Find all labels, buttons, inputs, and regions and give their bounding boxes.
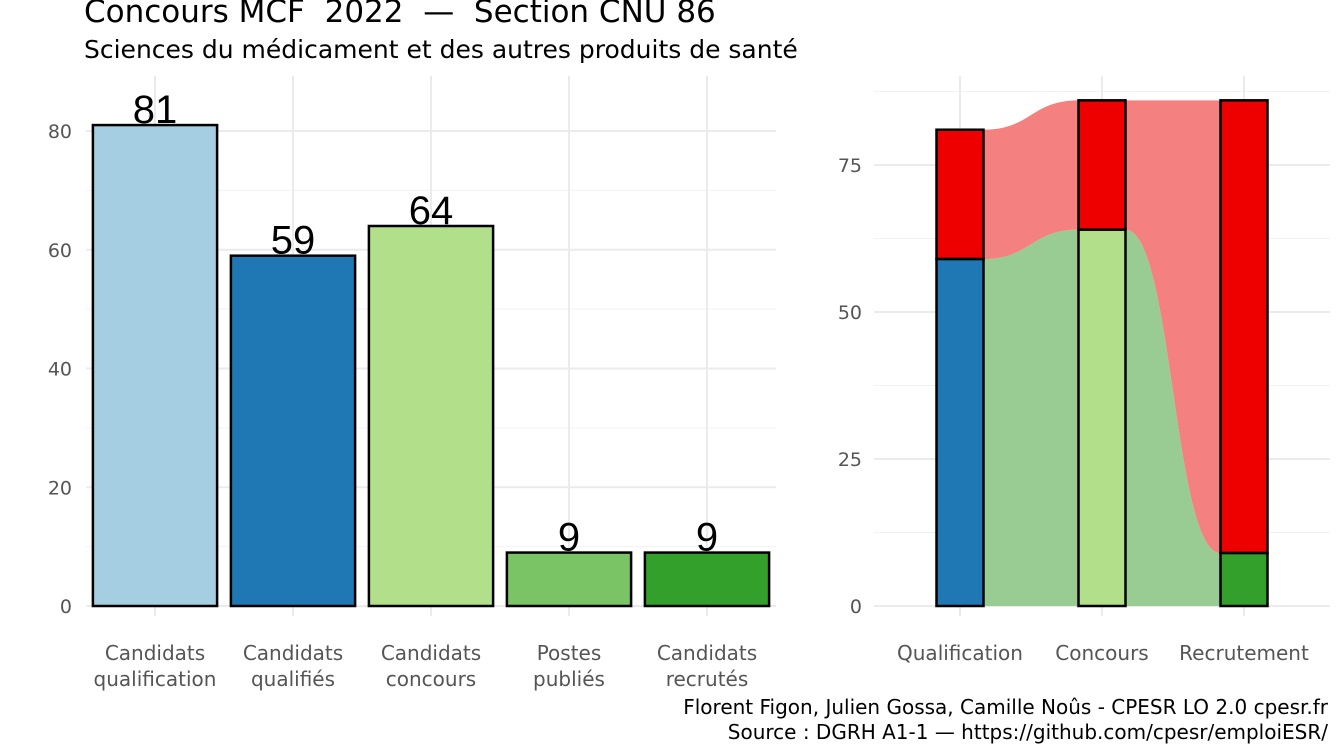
flow-top bbox=[1125, 100, 1221, 554]
bar bbox=[229, 254, 357, 608]
x-category-label-line: concours bbox=[386, 667, 476, 691]
bar bbox=[367, 224, 495, 608]
x-category-label: Recrutement bbox=[1179, 641, 1309, 665]
x-category-label: Candidats qualification bbox=[94, 641, 217, 691]
x-category-label: Postes publiés bbox=[533, 641, 605, 691]
y-tick-label: 40 bbox=[48, 359, 72, 381]
stack-segment-top bbox=[1077, 99, 1127, 231]
x-category-label-line: qualifiés bbox=[251, 667, 335, 691]
x-category-label-line: Candidats bbox=[657, 641, 757, 665]
x-category-label-line: Candidats bbox=[243, 641, 343, 665]
y-tick-label: 80 bbox=[48, 121, 72, 143]
bar-value-label: 81 bbox=[133, 88, 178, 132]
chart-subtitle: Sciences du médicament et des autres pro… bbox=[84, 35, 798, 64]
flow-bottom bbox=[1125, 229, 1221, 606]
x-category-label-line: recrutés bbox=[666, 667, 749, 691]
bar bbox=[643, 551, 771, 608]
y-tick-label: 25 bbox=[838, 449, 862, 471]
stack-segment-top bbox=[935, 128, 985, 261]
x-category-label-line: Candidats bbox=[381, 641, 481, 665]
bar bbox=[505, 551, 633, 608]
caption-source: Source : DGRH A1-1 — https://github.com/… bbox=[727, 720, 1328, 744]
stack-segment-bottom bbox=[935, 257, 985, 608]
alluvial-chart: 0 25 50 75 Qualification Concours Recrutement bbox=[838, 76, 1330, 665]
y-tick-label: 60 bbox=[48, 240, 72, 262]
x-category-label: Candidats recrutés bbox=[657, 641, 757, 691]
x-category-label: Candidats qualifiés bbox=[243, 641, 343, 691]
y-tick-label: 75 bbox=[838, 155, 862, 177]
bar bbox=[91, 123, 219, 608]
flow-top bbox=[983, 100, 1079, 260]
x-category-label: Concours bbox=[1055, 641, 1148, 665]
bar-value-label: 64 bbox=[409, 189, 454, 233]
y-tick-label: 20 bbox=[48, 477, 72, 499]
stack-segment-bottom bbox=[1219, 551, 1269, 608]
x-category-label-line: Postes bbox=[537, 641, 602, 665]
x-category-label-line: Candidats bbox=[105, 641, 205, 665]
x-category-label-line: qualification bbox=[94, 667, 217, 691]
y-tick-label: 0 bbox=[60, 596, 72, 618]
stack-segment-top bbox=[1219, 99, 1269, 555]
chart-title: Concours MCF 2022 — Section CNU 86 bbox=[84, 0, 716, 30]
bar-value-label: 9 bbox=[696, 516, 718, 560]
x-category-label: Qualification bbox=[897, 641, 1023, 665]
y-tick-label: 50 bbox=[838, 302, 862, 324]
bar-value-label: 59 bbox=[271, 219, 316, 263]
stack-segment-bottom bbox=[1077, 228, 1127, 608]
bar-value-label: 9 bbox=[558, 516, 580, 560]
y-tick-label: 0 bbox=[850, 596, 862, 618]
x-category-label: Candidats concours bbox=[381, 641, 481, 691]
x-category-label-line: publiés bbox=[533, 667, 605, 691]
caption-authors: Florent Figon, Julien Gossa, Camille Noû… bbox=[683, 695, 1328, 719]
flow-bottom bbox=[983, 229, 1079, 606]
